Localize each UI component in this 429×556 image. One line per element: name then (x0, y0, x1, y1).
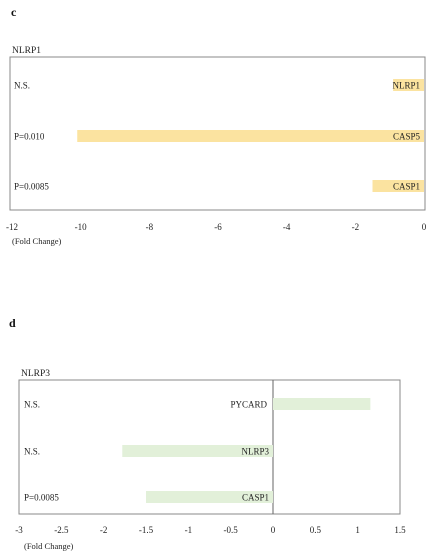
x-tick-label: -6 (214, 222, 222, 232)
x-tick-label: -0.5 (224, 525, 239, 535)
significance-label: N.S. (14, 81, 30, 91)
bar-casp1 (372, 180, 424, 192)
x-tick-label: -3 (15, 525, 23, 535)
bar-label-nlrp3: NLRP3 (241, 447, 269, 457)
panel-d-frame (18, 379, 401, 515)
bar-nlrp1 (393, 79, 424, 91)
x-tick-label: -10 (75, 222, 87, 232)
x-tick-label: -2 (352, 222, 360, 232)
panel-d-xlabel: (Fold Change) (24, 541, 74, 551)
x-tick-label: -2 (100, 525, 108, 535)
bar-nlrp3 (122, 445, 273, 457)
x-tick-label: 1.5 (394, 525, 406, 535)
significance-label: P=0.0085 (24, 493, 59, 503)
panel-letter-c: c (11, 5, 17, 19)
x-tick-label: -12 (6, 222, 18, 232)
panel-letter-d: d (9, 316, 16, 330)
panel-c-title: NLRP1 (12, 46, 41, 56)
x-tick-label: -4 (283, 222, 291, 232)
bar-label-casp1: CASP1 (393, 182, 420, 192)
x-tick-label: -2.5 (54, 525, 69, 535)
significance-label: N.S. (24, 447, 40, 457)
bar-label-casp5: CASP5 (393, 132, 421, 142)
x-tick-label: 0 (271, 525, 276, 535)
significance-label: N.S. (24, 400, 40, 410)
bar-label-casp1: CASP1 (242, 493, 269, 503)
x-tick-label: 1 (355, 525, 360, 535)
x-tick-label: 0 (422, 222, 427, 232)
bar-casp5 (77, 130, 424, 142)
panel-c-frame (9, 56, 426, 211)
x-tick-label: -1.5 (139, 525, 154, 535)
panel-c-xlabel: (Fold Change) (12, 236, 62, 246)
bar-pycard (273, 398, 371, 410)
x-tick-label: 0.5 (310, 525, 322, 535)
x-tick-label: -8 (146, 222, 154, 232)
bar-label-nlrp1: NLRP1 (392, 81, 420, 91)
panel-c: c NLRP1 NLRP1 CASP5 CASP1 N.S. P=0.010 P=0.0… (6, 5, 427, 246)
significance-label: P=0.0085 (14, 182, 49, 192)
panel-d: d NLRP3 PYCARD NLRP3 CASP1 N.S. N.S. P=0.008… (9, 316, 406, 551)
panel-d-title: NLRP3 (21, 369, 50, 379)
bar-label-pycard: PYCARD (230, 400, 267, 410)
x-tick-label: -1 (185, 525, 193, 535)
bar-casp1 (146, 491, 273, 503)
significance-label: P=0.010 (14, 132, 45, 142)
